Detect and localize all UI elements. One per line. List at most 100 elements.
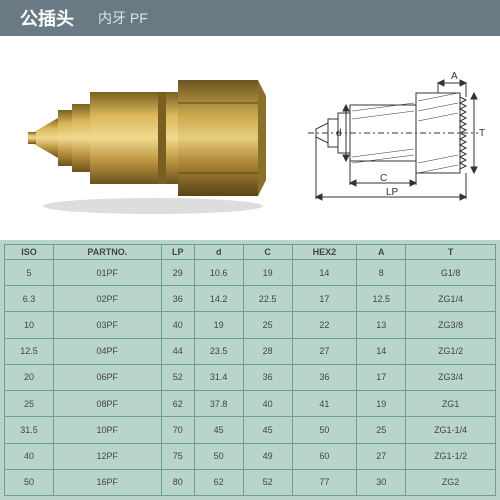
table-col-header: C xyxy=(243,245,292,260)
product-photo xyxy=(0,36,286,240)
table-cell: 14 xyxy=(357,338,406,364)
table-cell: 17 xyxy=(357,364,406,390)
table-col-header: LP xyxy=(161,245,194,260)
table-cell: 5 xyxy=(5,260,54,286)
table-cell: ZG1-1/4 xyxy=(406,417,496,443)
dim-label-c: C xyxy=(380,173,387,184)
table-cell: 36 xyxy=(161,286,194,312)
dim-label-a: A xyxy=(451,71,458,82)
table-col-header: d xyxy=(194,245,243,260)
table-cell: 36 xyxy=(292,364,357,390)
upper-panel: A T d C LP xyxy=(0,36,500,240)
table-col-header: T xyxy=(406,245,496,260)
table-cell: 19 xyxy=(243,260,292,286)
table-col-header: PARTNO. xyxy=(53,245,161,260)
table-cell: 27 xyxy=(292,338,357,364)
table-cell: 22.5 xyxy=(243,286,292,312)
table-cell: 19 xyxy=(194,312,243,338)
table-header-row: ISOPARTNO.LPdCHEX2AT xyxy=(5,245,496,260)
table-cell: G1/8 xyxy=(406,260,496,286)
table-cell: 41 xyxy=(292,391,357,417)
technical-diagram: A T d C LP xyxy=(286,36,500,240)
table-cell: 75 xyxy=(161,443,194,469)
table-cell: 50 xyxy=(194,443,243,469)
table-row: 4012PF7550496027ZG1-1/2 xyxy=(5,443,496,469)
table-cell: 10 xyxy=(5,312,54,338)
table-cell: ZG3/4 xyxy=(406,364,496,390)
table-cell: 25 xyxy=(5,391,54,417)
table-cell: 77 xyxy=(292,469,357,495)
table-cell: 30 xyxy=(357,469,406,495)
table-cell: 60 xyxy=(292,443,357,469)
table-cell: 45 xyxy=(194,417,243,443)
table-cell: 27 xyxy=(357,443,406,469)
table-row: 501PF2910.619148G1/8 xyxy=(5,260,496,286)
table-cell: 10PF xyxy=(53,417,161,443)
table-row: 2006PF5231.4363617ZG3/4 xyxy=(5,364,496,390)
table-cell: 14 xyxy=(292,260,357,286)
table-body: 501PF2910.619148G1/86.302PF3614.222.5171… xyxy=(5,260,496,496)
table-cell: 50 xyxy=(5,469,54,495)
table-col-header: HEX2 xyxy=(292,245,357,260)
table-cell: 80 xyxy=(161,469,194,495)
table-cell: 19 xyxy=(357,391,406,417)
table-cell: 08PF xyxy=(53,391,161,417)
table-cell: 10.6 xyxy=(194,260,243,286)
table-row: 1003PF4019252213ZG3/8 xyxy=(5,312,496,338)
table-cell: 02PF xyxy=(53,286,161,312)
table-cell: 8 xyxy=(357,260,406,286)
table-cell: 16PF xyxy=(53,469,161,495)
table-cell: 40 xyxy=(243,391,292,417)
table-cell: 49 xyxy=(243,443,292,469)
table-cell: 17 xyxy=(292,286,357,312)
table-cell: 44 xyxy=(161,338,194,364)
header-bar: 公插头 内牙 PF xyxy=(0,0,500,36)
table-cell: 12.5 xyxy=(357,286,406,312)
table-cell: 52 xyxy=(243,469,292,495)
table-cell: ZG1 xyxy=(406,391,496,417)
dim-label-lp: LP xyxy=(386,187,399,198)
table-cell: ZG1-1/2 xyxy=(406,443,496,469)
title-sub: 内牙 PF xyxy=(98,8,148,28)
table-row: 5016PF8062527730ZG2 xyxy=(5,469,496,495)
table-cell: 37.8 xyxy=(194,391,243,417)
table-cell: 70 xyxy=(161,417,194,443)
table-col-header: ISO xyxy=(5,245,54,260)
table-cell: 12PF xyxy=(53,443,161,469)
table-cell: 13 xyxy=(357,312,406,338)
table-cell: 62 xyxy=(194,469,243,495)
table-cell: 45 xyxy=(243,417,292,443)
table-cell: 22 xyxy=(292,312,357,338)
table-cell: 29 xyxy=(161,260,194,286)
table-cell: 03PF xyxy=(53,312,161,338)
spec-table-container: ISOPARTNO.LPdCHEX2AT 501PF2910.619148G1/… xyxy=(0,240,500,500)
table-cell: 6.3 xyxy=(5,286,54,312)
table-cell: ZG1/4 xyxy=(406,286,496,312)
table-cell: 01PF xyxy=(53,260,161,286)
table-row: 12.504PF4423.5282714ZG1/2 xyxy=(5,338,496,364)
table-row: 31.510PF7045455025ZG1-1/4 xyxy=(5,417,496,443)
table-cell: 12.5 xyxy=(5,338,54,364)
table-cell: 14.2 xyxy=(194,286,243,312)
title-main: 公插头 xyxy=(20,5,74,31)
table-cell: 25 xyxy=(357,417,406,443)
table-col-header: A xyxy=(357,245,406,260)
table-row: 6.302PF3614.222.51712.5ZG1/4 xyxy=(5,286,496,312)
table-cell: ZG2 xyxy=(406,469,496,495)
dim-label-t: T xyxy=(479,128,485,139)
table-cell: 50 xyxy=(292,417,357,443)
table-cell: 04PF xyxy=(53,338,161,364)
table-row: 2508PF6237.8404119ZG1 xyxy=(5,391,496,417)
table-cell: 25 xyxy=(243,312,292,338)
table-cell: 52 xyxy=(161,364,194,390)
table-cell: 28 xyxy=(243,338,292,364)
dim-label-d: d xyxy=(336,128,342,139)
table-cell: 40 xyxy=(161,312,194,338)
table-cell: 20 xyxy=(5,364,54,390)
table-cell: 31.5 xyxy=(5,417,54,443)
table-cell: ZG3/8 xyxy=(406,312,496,338)
table-cell: 36 xyxy=(243,364,292,390)
table-cell: 31.4 xyxy=(194,364,243,390)
spec-table: ISOPARTNO.LPdCHEX2AT 501PF2910.619148G1/… xyxy=(4,244,496,496)
table-cell: ZG1/2 xyxy=(406,338,496,364)
